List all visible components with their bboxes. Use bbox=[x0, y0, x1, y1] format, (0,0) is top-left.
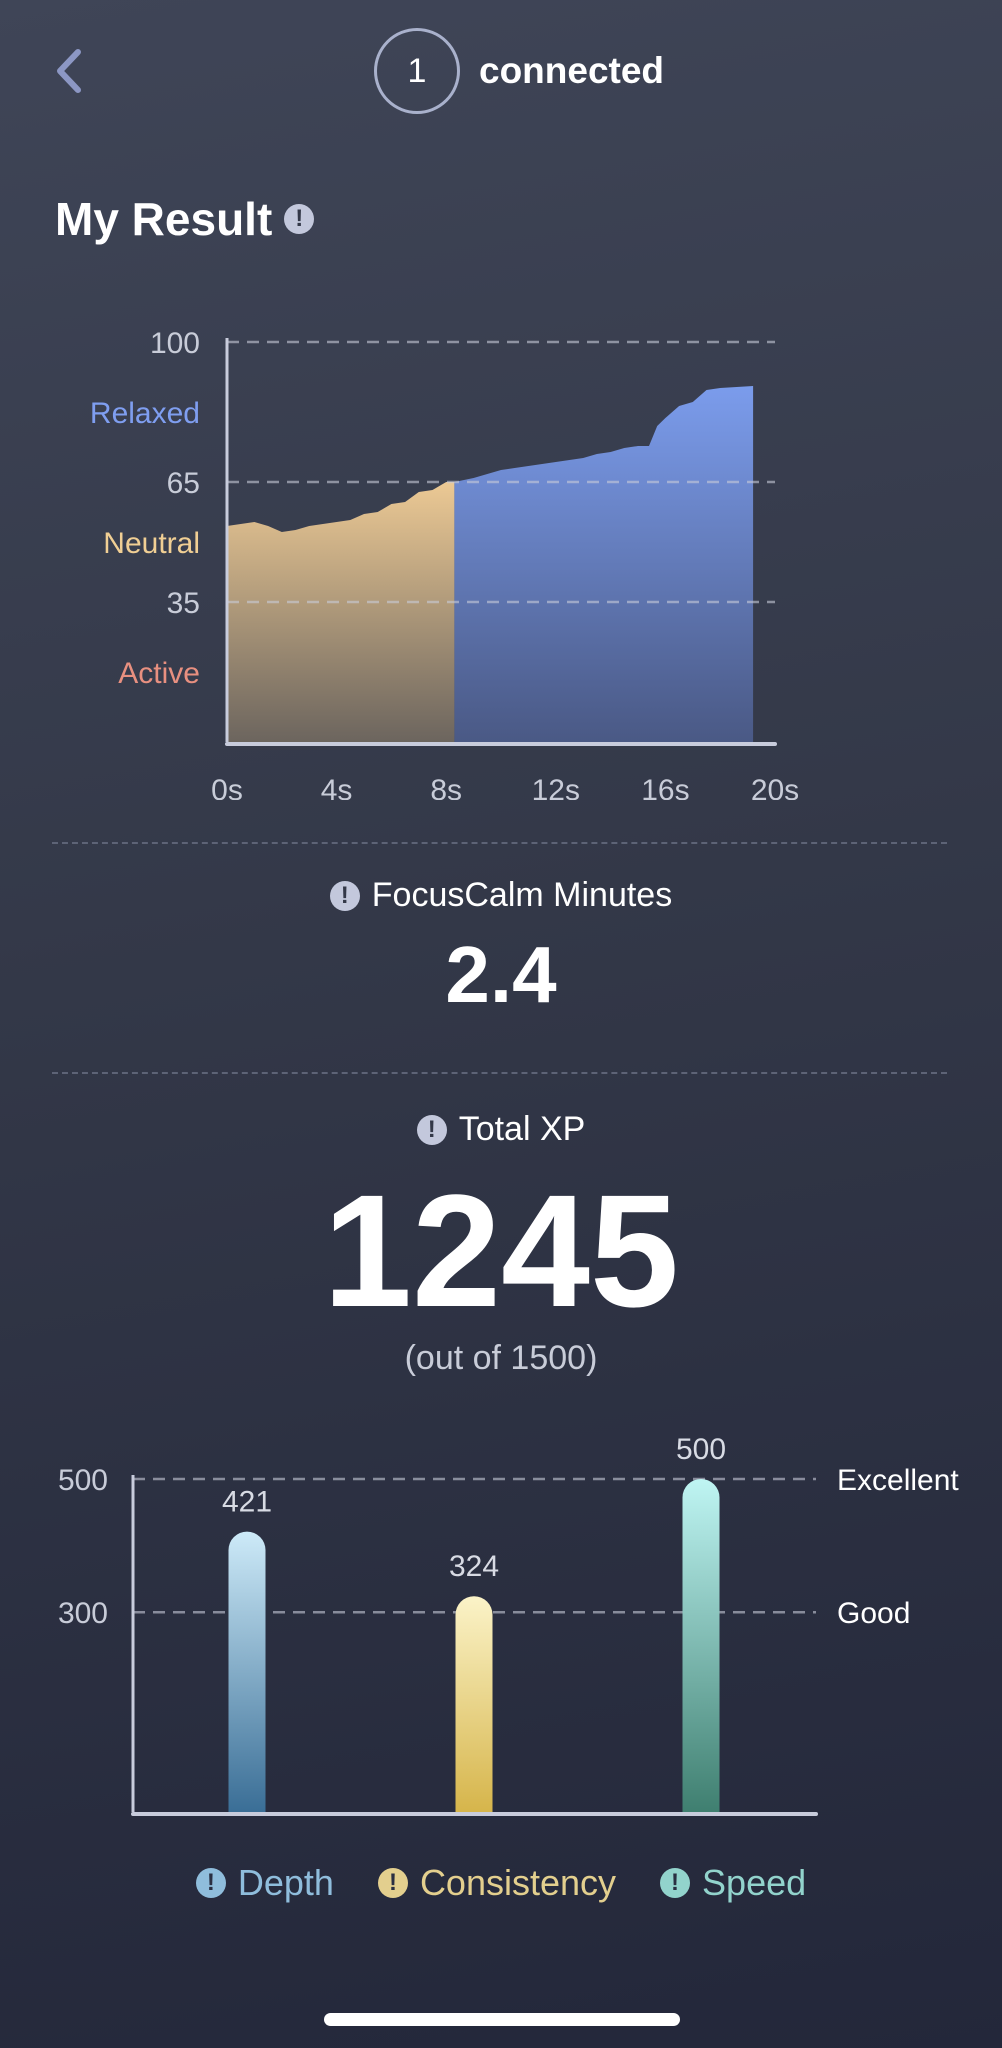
y-tick-label: 65 bbox=[167, 467, 200, 500]
legend-item-depth[interactable]: ! Depth bbox=[195, 1862, 334, 1904]
x-tick-label: 4s bbox=[321, 774, 353, 800]
x-tick-label: 16s bbox=[641, 774, 689, 800]
divider bbox=[52, 1072, 947, 1074]
x-tick-label: 12s bbox=[532, 774, 580, 800]
legend-item-speed[interactable]: ! Speed bbox=[660, 1862, 806, 1904]
info-icon[interactable]: ! bbox=[416, 1114, 447, 1145]
page-title-text: My Result bbox=[55, 193, 273, 245]
focus-area-chart: 100 65 35 Relaxed Neutral Active 0s 4s 8s 12s 16s 2… bbox=[90, 327, 799, 800]
x-tick-label: 8s bbox=[430, 774, 462, 800]
xp-value: 1245 bbox=[323, 1161, 679, 1340]
area-series-0 bbox=[227, 482, 455, 742]
zone-label-neutral: Neutral bbox=[103, 527, 200, 560]
divider bbox=[52, 842, 947, 844]
reference-label-excellent: Excellent bbox=[837, 1464, 959, 1497]
legend-label: Depth bbox=[237, 1862, 334, 1903]
legend-label: Consistency bbox=[419, 1862, 617, 1903]
bar-speed bbox=[682, 1479, 720, 1812]
bar-value-label: 421 bbox=[222, 1486, 272, 1519]
xp-section: ! Total XP 1245 (out of 1500) bbox=[0, 1110, 1002, 1378]
info-icon[interactable]: ! bbox=[377, 1868, 408, 1898]
focuscalm-value: 2.4 bbox=[445, 930, 557, 1019]
x-tick-label: 0s bbox=[211, 774, 243, 800]
reference-label-good: Good bbox=[837, 1597, 910, 1630]
xp-bar-chart: Excellent Good 500 300 421 324 500 bbox=[58, 1433, 959, 1816]
bar-value-label: 324 bbox=[449, 1550, 499, 1583]
info-icon[interactable]: ! bbox=[195, 1868, 226, 1898]
bar-depth bbox=[228, 1531, 266, 1812]
x-tick-label: 20s bbox=[751, 774, 799, 800]
legend-item-consistency[interactable]: ! Consistency bbox=[377, 1862, 617, 1904]
connected-count-badge[interactable]: 1 bbox=[374, 28, 460, 114]
bar-consistency bbox=[455, 1596, 493, 1812]
zone-label-relaxed: Relaxed bbox=[90, 397, 200, 430]
y-tick-label: 500 bbox=[58, 1464, 108, 1497]
xp-subtitle: (out of 1500) bbox=[404, 1339, 598, 1377]
y-tick-label: 300 bbox=[58, 1597, 108, 1630]
area-series-1 bbox=[454, 386, 754, 742]
connected-label: connected bbox=[479, 50, 665, 91]
xp-label: Total XP bbox=[458, 1110, 586, 1148]
info-icon[interactable]: ! bbox=[329, 880, 360, 911]
legend-label: Speed bbox=[702, 1862, 807, 1903]
info-icon[interactable]: ! bbox=[660, 1868, 691, 1898]
info-icon[interactable]: ! bbox=[284, 204, 315, 234]
y-tick-label: 35 bbox=[167, 587, 200, 620]
page-title: My Result ! bbox=[55, 192, 315, 246]
y-tick-label: 100 bbox=[150, 327, 200, 360]
home-indicator[interactable] bbox=[324, 2013, 680, 2026]
back-chevron-icon[interactable] bbox=[50, 46, 90, 96]
zone-label-active: Active bbox=[118, 657, 200, 690]
bar-value-label: 500 bbox=[676, 1433, 726, 1466]
legend: ! Depth ! Consistency ! Speed bbox=[0, 1862, 1002, 1904]
focuscalm-label: FocusCalm Minutes bbox=[371, 876, 673, 914]
focuscalm-section: ! FocusCalm Minutes 2.4 bbox=[0, 876, 1002, 1021]
